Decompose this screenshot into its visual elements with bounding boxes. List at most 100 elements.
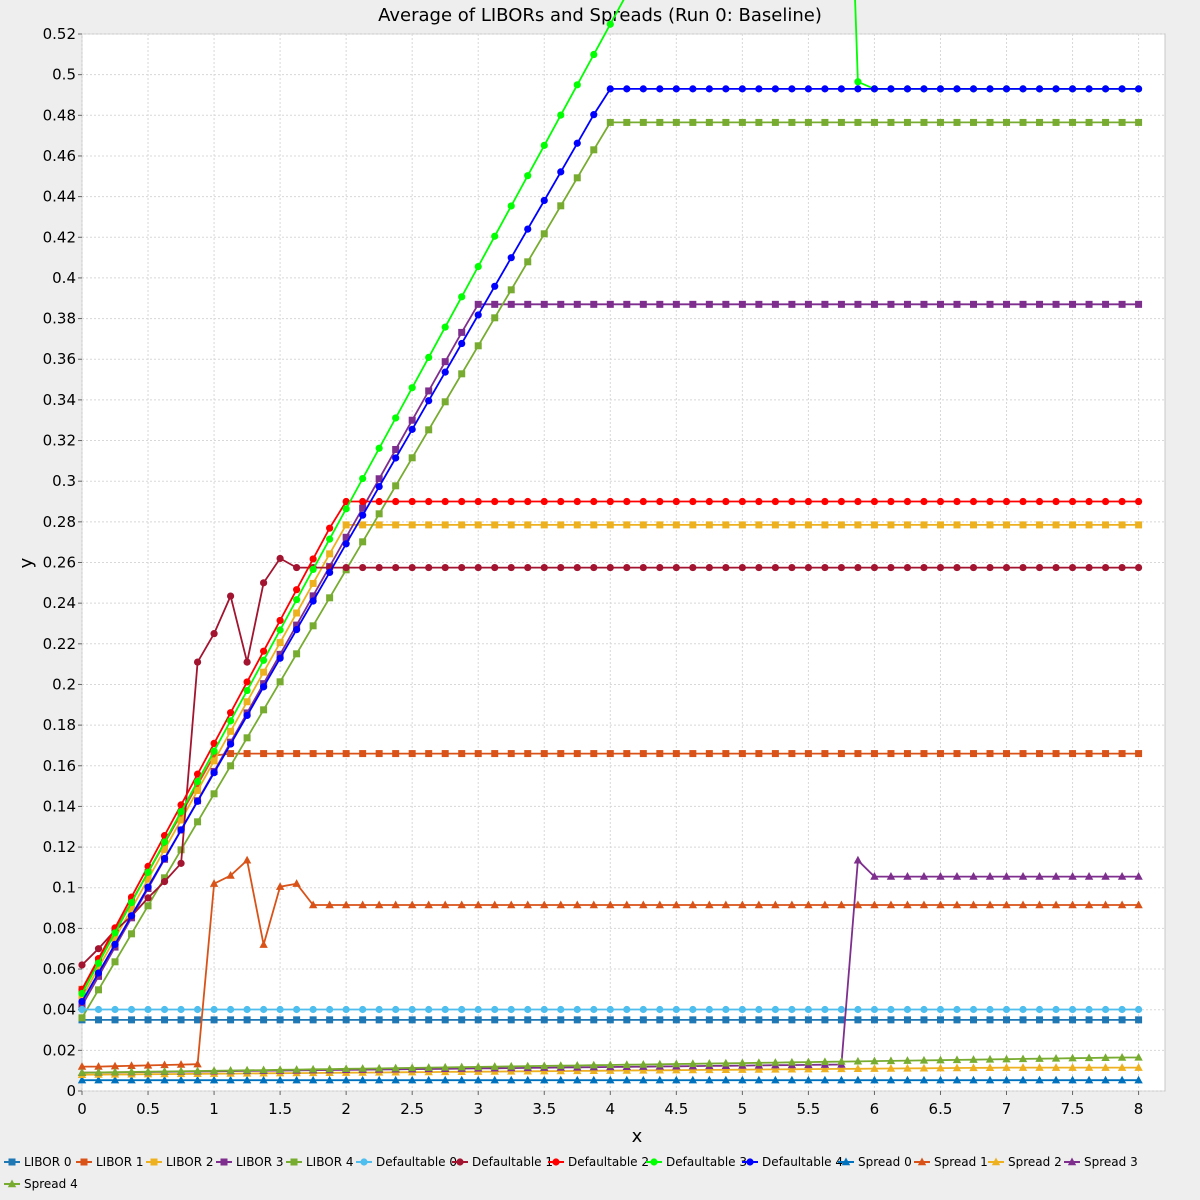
data-point (886, 1056, 896, 1065)
y-tick-label: 0.02 (43, 1041, 76, 1059)
data-point (127, 912, 136, 920)
data-point (623, 563, 631, 572)
data-point (573, 497, 581, 506)
data-point (672, 563, 680, 572)
data-point (111, 940, 119, 948)
data-point (870, 1056, 879, 1065)
data-point (986, 118, 994, 126)
data-point (1134, 1075, 1143, 1084)
data-point (936, 900, 945, 909)
data-point (656, 1005, 664, 1014)
data-point (359, 474, 367, 483)
data-point (688, 1065, 698, 1074)
data-point (623, 497, 631, 506)
legend-item: Spread 4 (4, 1177, 78, 1191)
x-tick-label: 8 (1134, 1100, 1144, 1118)
data-point (1036, 750, 1044, 758)
legend-item: Defaultable 0 (356, 1155, 457, 1169)
data-point (1134, 900, 1143, 909)
data-point (95, 964, 103, 972)
data-point (969, 1075, 978, 1084)
data-point (375, 482, 383, 491)
data-point (392, 482, 400, 490)
data-point (903, 300, 911, 308)
data-point (441, 323, 449, 331)
data-point (936, 497, 945, 506)
data-point (342, 505, 350, 513)
data-point (375, 1016, 383, 1024)
data-point (672, 85, 680, 93)
data-point (1035, 872, 1044, 880)
data-point (78, 1005, 86, 1014)
data-point (507, 563, 515, 572)
data-point (787, 1057, 797, 1066)
data-point (870, 900, 879, 909)
data-point (936, 521, 944, 529)
data-point (523, 900, 532, 909)
data-point (1101, 497, 1110, 506)
data-point (853, 1056, 863, 1065)
data-point (242, 1065, 252, 1074)
y-tick-label: 0.38 (43, 310, 76, 328)
data-point (1051, 1075, 1061, 1084)
data-point (226, 1075, 235, 1084)
y-tick-label: 0.52 (43, 25, 76, 43)
data-point (293, 1016, 301, 1024)
data-point (177, 816, 185, 824)
data-point (639, 750, 647, 758)
data-point (407, 900, 417, 909)
x-tick-label: 4 (606, 1100, 616, 1118)
data-point (919, 1075, 929, 1084)
data-point (722, 1016, 730, 1024)
data-point (209, 1075, 219, 1084)
data-point (573, 1075, 582, 1084)
data-point (870, 300, 878, 308)
data-point (821, 118, 829, 126)
data-point (260, 683, 268, 691)
data-point (606, 563, 614, 572)
data-point (276, 750, 284, 758)
data-point (425, 521, 433, 529)
data-point (837, 300, 845, 308)
data-point (176, 1066, 186, 1075)
data-point (573, 1005, 581, 1014)
data-point (919, 900, 929, 909)
data-point (672, 521, 680, 529)
data-point (870, 872, 879, 880)
data-point (656, 750, 664, 758)
data-point (177, 859, 185, 867)
data-point (1068, 85, 1077, 93)
data-point (474, 497, 482, 506)
data-point (1135, 1016, 1143, 1024)
data-point (341, 900, 351, 909)
data-point (374, 1075, 384, 1084)
data-point (507, 497, 515, 506)
data-point (722, 300, 730, 308)
data-point (276, 554, 284, 563)
y-tick-label: 0.28 (43, 513, 76, 531)
data-point (193, 658, 202, 666)
data-point (326, 750, 334, 758)
legend-marker (7, 1179, 17, 1188)
data-point (1018, 900, 1028, 909)
data-point (1052, 521, 1060, 529)
data-point (705, 300, 713, 308)
data-point (474, 563, 482, 572)
data-point (144, 894, 152, 902)
data-point (1068, 900, 1077, 909)
data-point (276, 626, 284, 634)
data-point (292, 879, 301, 887)
data-point (358, 1064, 367, 1072)
data-point (606, 118, 614, 126)
legend-label: LIBOR 1 (96, 1155, 143, 1169)
data-point (738, 521, 746, 529)
legend-label: Defaultable 3 (666, 1155, 747, 1169)
data-point (292, 1065, 301, 1073)
data-point (969, 750, 977, 758)
data-point (887, 563, 895, 572)
data-point (573, 563, 581, 572)
x-tick-label: 6.5 (929, 1100, 953, 1118)
data-point (1134, 85, 1143, 93)
data-point (738, 1005, 746, 1014)
data-point (259, 940, 268, 948)
